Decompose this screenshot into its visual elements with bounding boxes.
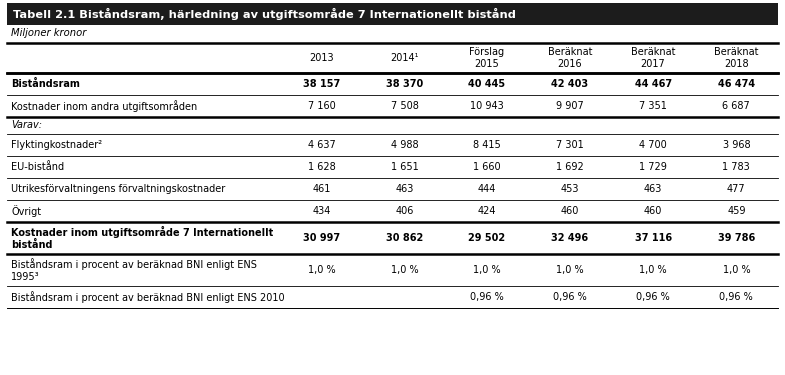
Text: Beräknat
2018: Beräknat 2018 xyxy=(714,47,758,69)
Text: Förslag
2015: Förslag 2015 xyxy=(469,47,505,69)
Text: 1 692: 1 692 xyxy=(556,162,584,172)
Text: Tabell 2.1 Biståndsram, härledning av utgiftsområde 7 Internationellt bistånd: Tabell 2.1 Biståndsram, härledning av ut… xyxy=(13,8,516,20)
Text: 38 370: 38 370 xyxy=(385,79,423,89)
Text: 4 988: 4 988 xyxy=(391,140,418,150)
Text: 0,96 %: 0,96 % xyxy=(553,292,586,302)
Text: 38 157: 38 157 xyxy=(303,79,341,89)
Text: 459: 459 xyxy=(727,206,746,216)
Text: 1,0 %: 1,0 % xyxy=(639,265,667,275)
Text: 2013: 2013 xyxy=(309,53,334,63)
Text: 32 496: 32 496 xyxy=(551,233,589,243)
Text: 9 907: 9 907 xyxy=(556,101,584,111)
Text: 424: 424 xyxy=(478,206,496,216)
Text: 460: 460 xyxy=(560,206,579,216)
Text: 406: 406 xyxy=(396,206,414,216)
Text: 39 786: 39 786 xyxy=(717,233,755,243)
Text: 42 403: 42 403 xyxy=(551,79,589,89)
Text: 46 474: 46 474 xyxy=(717,79,755,89)
Text: 44 467: 44 467 xyxy=(634,79,672,89)
Text: Biståndsram i procent av beräknad BNI enligt ENS
1995³: Biståndsram i procent av beräknad BNI en… xyxy=(11,258,257,282)
Text: 7 351: 7 351 xyxy=(639,101,667,111)
Text: 6 687: 6 687 xyxy=(722,101,750,111)
Text: 434: 434 xyxy=(312,206,331,216)
Text: 7 508: 7 508 xyxy=(390,101,418,111)
Text: 1 783: 1 783 xyxy=(722,162,750,172)
Text: Flyktingkostnader²: Flyktingkostnader² xyxy=(11,140,102,150)
Text: 461: 461 xyxy=(312,184,331,194)
Text: Kostnader inom utgiftsområde 7 Internationellt
bistånd: Kostnader inom utgiftsområde 7 Internati… xyxy=(11,226,273,250)
Text: 4 700: 4 700 xyxy=(639,140,667,150)
Text: Beräknat
2017: Beräknat 2017 xyxy=(631,47,675,69)
Text: 463: 463 xyxy=(396,184,414,194)
Text: 477: 477 xyxy=(727,184,746,194)
Text: Varav:: Varav: xyxy=(11,120,42,130)
Text: Utrikesförvaltningens förvaltningskostnader: Utrikesförvaltningens förvaltningskostna… xyxy=(11,184,225,194)
Text: 2014¹: 2014¹ xyxy=(390,53,418,63)
Text: 40 445: 40 445 xyxy=(469,79,506,89)
Text: Miljoner kronor: Miljoner kronor xyxy=(11,28,86,38)
Text: 7 301: 7 301 xyxy=(556,140,584,150)
Text: 1 651: 1 651 xyxy=(391,162,418,172)
Text: 29 502: 29 502 xyxy=(469,233,506,243)
Text: Biståndsram: Biståndsram xyxy=(11,79,80,89)
Text: 8 415: 8 415 xyxy=(473,140,501,150)
Text: 0,96 %: 0,96 % xyxy=(636,292,670,302)
Text: 453: 453 xyxy=(560,184,579,194)
Text: Övrigt: Övrigt xyxy=(11,205,41,217)
Text: 1,0 %: 1,0 % xyxy=(556,265,583,275)
Text: 10 943: 10 943 xyxy=(470,101,504,111)
Text: 1,0 %: 1,0 % xyxy=(722,265,750,275)
Text: 0,96 %: 0,96 % xyxy=(470,292,504,302)
Text: 460: 460 xyxy=(644,206,663,216)
Text: 1,0 %: 1,0 % xyxy=(309,265,336,275)
Text: 1,0 %: 1,0 % xyxy=(473,265,501,275)
Text: 0,96 %: 0,96 % xyxy=(720,292,754,302)
Text: 1,0 %: 1,0 % xyxy=(391,265,418,275)
Text: 4 637: 4 637 xyxy=(308,140,336,150)
Text: 30 997: 30 997 xyxy=(303,233,341,243)
Text: 30 862: 30 862 xyxy=(385,233,423,243)
Text: 1 660: 1 660 xyxy=(473,162,501,172)
Text: Biståndsram i procent av beräknad BNI enligt ENS 2010: Biståndsram i procent av beräknad BNI en… xyxy=(11,291,285,303)
Text: 37 116: 37 116 xyxy=(634,233,672,243)
Text: 463: 463 xyxy=(644,184,663,194)
Text: 7 160: 7 160 xyxy=(308,101,336,111)
Text: EU-bistånd: EU-bistånd xyxy=(11,162,64,172)
Bar xyxy=(7,3,778,25)
Text: 444: 444 xyxy=(478,184,496,194)
Text: 3 968: 3 968 xyxy=(722,140,750,150)
Text: Kostnader inom andra utgiftsområden: Kostnader inom andra utgiftsområden xyxy=(11,100,197,112)
Text: Beräknat
2016: Beräknat 2016 xyxy=(548,47,592,69)
Text: 1 729: 1 729 xyxy=(639,162,667,172)
Text: 1 628: 1 628 xyxy=(308,162,336,172)
